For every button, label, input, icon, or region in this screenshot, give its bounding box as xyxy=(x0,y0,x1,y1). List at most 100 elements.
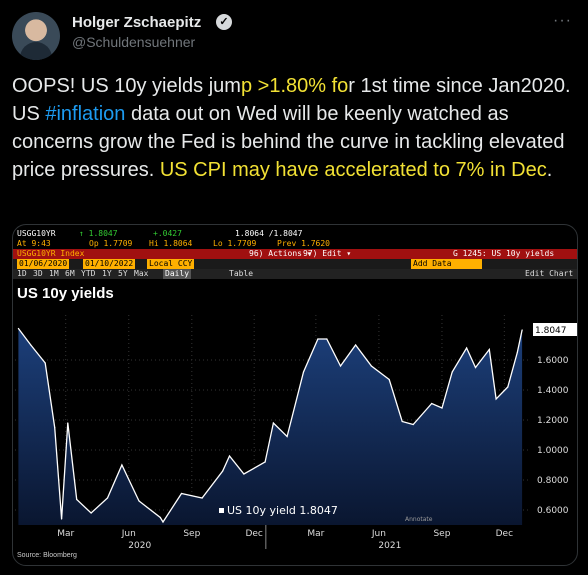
date-from-field[interactable]: 01/06/2020 xyxy=(17,259,70,269)
tweet-header: Holger Zschaepitz ✓ @Schuldensuehner ··· xyxy=(12,12,576,62)
chart-title: US 10y yields xyxy=(17,285,114,302)
annotate-label: Annotate xyxy=(405,516,433,523)
legend-entry: US 10y yield 1.8047 xyxy=(227,504,338,517)
currency-select[interactable]: Local CCY xyxy=(147,259,195,269)
bid-ask: 1.8064 /1.8047 xyxy=(235,229,303,238)
year-label: 2021 xyxy=(378,541,401,551)
data-point xyxy=(76,498,78,501)
low: Lo 1.7709 xyxy=(213,239,257,248)
open: Op 1.7709 xyxy=(89,239,133,248)
data-point xyxy=(339,365,342,367)
date-to-field[interactable]: 01/10/2022 xyxy=(83,259,136,269)
tweet-text: OOPS! US 10y yields jump >1.80% for 1st … xyxy=(12,72,578,184)
avatar[interactable] xyxy=(12,12,60,60)
data-point xyxy=(264,461,266,463)
frequency-select[interactable]: Daily xyxy=(163,269,192,279)
function-label: G 1245: US 10y yields xyxy=(453,249,555,258)
data-point xyxy=(507,386,509,388)
tweet-text-part: p >1.80% fo xyxy=(240,75,349,97)
data-point xyxy=(495,398,497,400)
x-tick-label: Dec xyxy=(496,529,513,539)
data-point xyxy=(121,464,123,466)
prev-close: Prev 1.7620 xyxy=(277,239,330,248)
y-tick-label: 0.8000 xyxy=(537,476,569,486)
year-label: 2020 xyxy=(128,541,151,551)
bloomberg-terminal-screenshot: USGG10YR ↑ 1.8047 +.0427 1.8064 /1.8047 … xyxy=(13,225,577,565)
data-point xyxy=(431,402,433,405)
data-point xyxy=(355,344,357,346)
data-point xyxy=(521,329,523,331)
add-data-field[interactable]: Add Data xyxy=(411,259,482,269)
hashtag-link[interactable]: #inflation xyxy=(45,103,126,125)
data-point xyxy=(90,512,92,514)
x-tick-label: Sep xyxy=(183,529,200,539)
author-handle[interactable]: @Schuldensuehner xyxy=(72,34,196,50)
index-label: USGG10YR Index xyxy=(17,249,85,258)
period-button-5y[interactable]: 5Y xyxy=(118,269,128,278)
tweet-text-part: . xyxy=(546,159,553,181)
data-point xyxy=(222,470,224,472)
tweet-media[interactable]: USGG10YR ↑ 1.8047 +.0427 1.8064 /1.8047 … xyxy=(12,224,578,566)
period-button-max[interactable]: Max xyxy=(134,269,149,278)
data-point xyxy=(243,473,245,475)
y-tick-label: 1.6000 xyxy=(537,356,569,366)
y-tick-label: 1.4000 xyxy=(537,386,569,396)
source-label: Source: Bloomberg xyxy=(17,552,77,559)
data-point xyxy=(67,422,69,424)
tweet-text-part: r 1st time since Jan2020. US xyxy=(12,75,571,125)
period-button-ytd[interactable]: YTD xyxy=(81,269,96,278)
data-point xyxy=(286,435,288,438)
data-point xyxy=(17,327,20,330)
x-tick-label: Sep xyxy=(433,529,450,539)
last-price: ↑ 1.8047 xyxy=(79,229,118,238)
high: Hi 1.8064 xyxy=(149,239,193,248)
y-tick-label: 0.6000 xyxy=(537,506,569,516)
data-point xyxy=(370,365,372,367)
time: At 9:43 xyxy=(17,239,51,248)
net-change: +.0427 xyxy=(153,229,182,238)
tweet-text-part: US CPI may have accelerated to 7% in Dec xyxy=(159,159,547,181)
data-point xyxy=(516,351,518,354)
x-tick-label: Mar xyxy=(57,529,74,539)
data-point xyxy=(228,455,231,457)
period-row: 1D 3D 1M 6M YTD 1Y 5Y Max Daily Table Edit Char… xyxy=(13,269,577,279)
edit-chart-button[interactable]: Edit Chart xyxy=(525,269,574,278)
period-button-1y[interactable]: 1Y xyxy=(102,269,112,278)
data-point xyxy=(488,348,490,351)
x-tick-label: Mar xyxy=(307,529,324,539)
data-point xyxy=(180,492,183,495)
table-button[interactable]: Table xyxy=(229,269,254,278)
period-button-1d[interactable]: 1D xyxy=(17,269,27,278)
x-tick-label: Jun xyxy=(371,529,386,539)
data-point xyxy=(317,338,319,340)
ohlc-row: At 9:43 Op 1.7709 Hi 1.8064 Lo 1.7709 Pr… xyxy=(13,239,577,249)
author-name[interactable]: Holger Zschaepitz xyxy=(72,14,202,31)
data-point xyxy=(30,344,32,346)
ticker: USGG10YR xyxy=(17,229,56,238)
x-tick-label: Jun xyxy=(121,529,136,539)
actions-menu[interactable]: 96) Actions ▾ xyxy=(249,249,312,258)
data-point xyxy=(106,497,109,499)
edit-menu[interactable]: 97) Edit ▾ xyxy=(303,249,352,258)
data-point xyxy=(451,371,453,373)
period-button-3d[interactable]: 3D xyxy=(33,269,43,278)
tweet-text-part: OOPS! US 10y yields jum xyxy=(12,75,241,97)
data-point xyxy=(441,407,443,409)
data-point xyxy=(201,497,203,499)
last-value-box xyxy=(533,323,577,336)
data-point xyxy=(388,378,390,381)
data-point xyxy=(302,371,305,373)
date-row: 01/06/2020 01/10/2022 Local CCY Add Data xyxy=(13,259,577,269)
y-tick-label: 1.0000 xyxy=(537,446,569,456)
quote-row: USGG10YR ↑ 1.8047 +.0427 1.8064 /1.8047 xyxy=(13,229,577,239)
data-point xyxy=(401,420,403,423)
data-point xyxy=(138,500,140,502)
data-point xyxy=(44,362,46,364)
verified-badge-icon: ✓ xyxy=(216,14,232,30)
data-point xyxy=(162,521,164,523)
period-button-1m[interactable]: 1M xyxy=(49,269,59,278)
period-button-6m[interactable]: 6M xyxy=(65,269,75,278)
y-tick-label: 1.2000 xyxy=(537,416,569,426)
data-point xyxy=(159,516,161,519)
more-options-icon[interactable]: ··· xyxy=(553,12,572,29)
